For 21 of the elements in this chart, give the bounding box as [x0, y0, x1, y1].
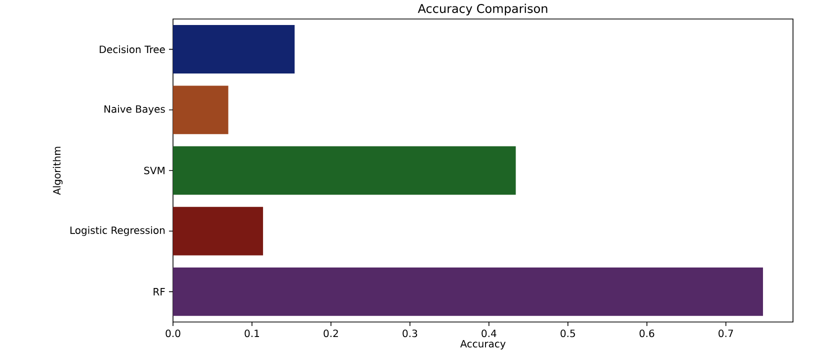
x-tick-label: 0.3: [402, 330, 418, 338]
bar: [173, 206, 264, 256]
y-tick-label: RF: [154, 288, 165, 296]
y-tick-label: SVM: [144, 166, 164, 174]
x-tick-label: 0.4: [482, 330, 496, 338]
x-tick-label: 0.5: [560, 330, 575, 338]
y-tick-label: Decision Tree: [100, 45, 165, 54]
x-tick-label: 0.0: [166, 330, 180, 338]
bar: [173, 267, 763, 316]
x-axis-title: Accuracy: [460, 340, 506, 350]
chart-title: Accuracy Comparison: [418, 4, 548, 16]
bar: [173, 146, 516, 195]
y-axis-title: Algorithm: [52, 146, 63, 195]
y-tick-label: Logistic Regression: [70, 226, 165, 236]
x-tick-label: 0.6: [640, 330, 654, 338]
x-tick-label: 0.7: [718, 330, 733, 338]
x-tick-label: 0.2: [324, 330, 338, 338]
y-tick-label: Naive Bayes: [104, 105, 165, 115]
bar: [173, 25, 295, 74]
x-tick-label: 0.1: [244, 330, 260, 338]
bar: [173, 86, 228, 134]
